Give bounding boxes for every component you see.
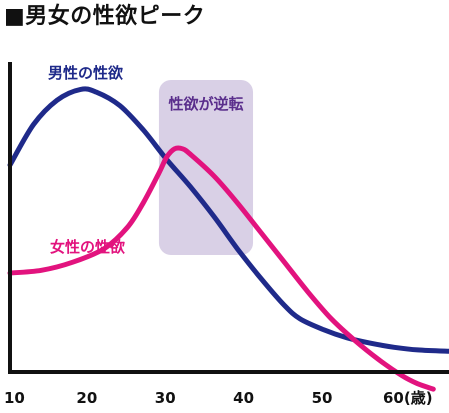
axes-layer [8, 62, 449, 374]
annotation-label: 性欲が逆転 [168, 95, 243, 113]
x-tick-label: 30 [155, 389, 176, 407]
male-series-line [7, 86, 449, 354]
female-series-label: 女性の性欲 [50, 238, 125, 256]
x-tick-label: 20 [76, 389, 97, 407]
chart-title: ■男女の性欲ピーク [4, 4, 206, 29]
x-tick-label: 60(歳) [383, 389, 433, 407]
x-tick-label: 50 [312, 389, 333, 407]
x-tick-label: 40 [233, 389, 254, 407]
series-layer [7, 86, 449, 392]
x-tick-layer: 10 20 30 40 50 60(歳) [4, 389, 433, 407]
male-series-label: 男性の性欲 [48, 64, 123, 82]
x-tick-label: 10 [4, 389, 25, 407]
female-series-line [7, 145, 436, 392]
